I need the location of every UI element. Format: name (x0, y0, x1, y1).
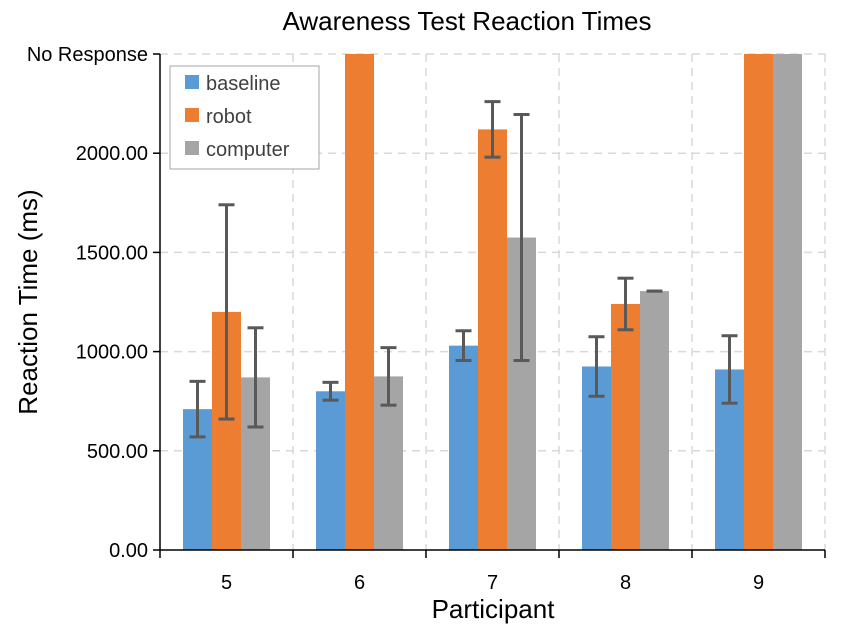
bar-computer-9 (773, 54, 802, 550)
bar-robot-7 (478, 129, 507, 550)
bar-robot-8 (611, 303, 640, 550)
x-tick-label: 6 (354, 572, 365, 594)
x-tick-label: 9 (753, 572, 764, 594)
x-tick-label: 5 (221, 572, 232, 594)
bar-baseline-7 (449, 345, 478, 550)
error-bars (189, 100, 738, 439)
bar-robot-6 (345, 54, 374, 550)
chart-title: Awareness Test Reaction Times (283, 6, 652, 36)
y-tick-label: 2000.00 (76, 143, 148, 165)
grid-lines (160, 53, 826, 550)
tick-labels: 0.00 500.00 1000.00 1500.00 2000.00 No Respon… (27, 44, 764, 594)
y-axis-title: Reaction Time (ms) (13, 189, 43, 414)
y-tick-label: 1500.00 (76, 242, 148, 264)
y-tick-label: 0.00 (109, 540, 148, 562)
bar-baseline-6 (316, 391, 345, 550)
x-tick-label: 7 (487, 572, 498, 594)
legend-label-baseline: baseline (206, 73, 281, 95)
x-tick-label: 8 (620, 572, 631, 594)
legend-swatch-baseline (185, 75, 199, 89)
y-tick-label: No Response (27, 44, 148, 66)
bar-robot-9 (744, 54, 773, 550)
bar-computer-8 (640, 291, 669, 550)
x-axis-title: Participant (432, 594, 556, 624)
axes (153, 53, 826, 558)
legend-swatch-robot (185, 108, 199, 122)
y-tick-label: 1000.00 (76, 342, 148, 364)
legend-swatch-computer (185, 141, 199, 155)
y-tick-label: 500.00 (87, 441, 148, 463)
legend: baseline robot computer (169, 65, 320, 170)
legend-label-computer: computer (206, 139, 290, 161)
legend-label-robot: robot (206, 106, 252, 128)
